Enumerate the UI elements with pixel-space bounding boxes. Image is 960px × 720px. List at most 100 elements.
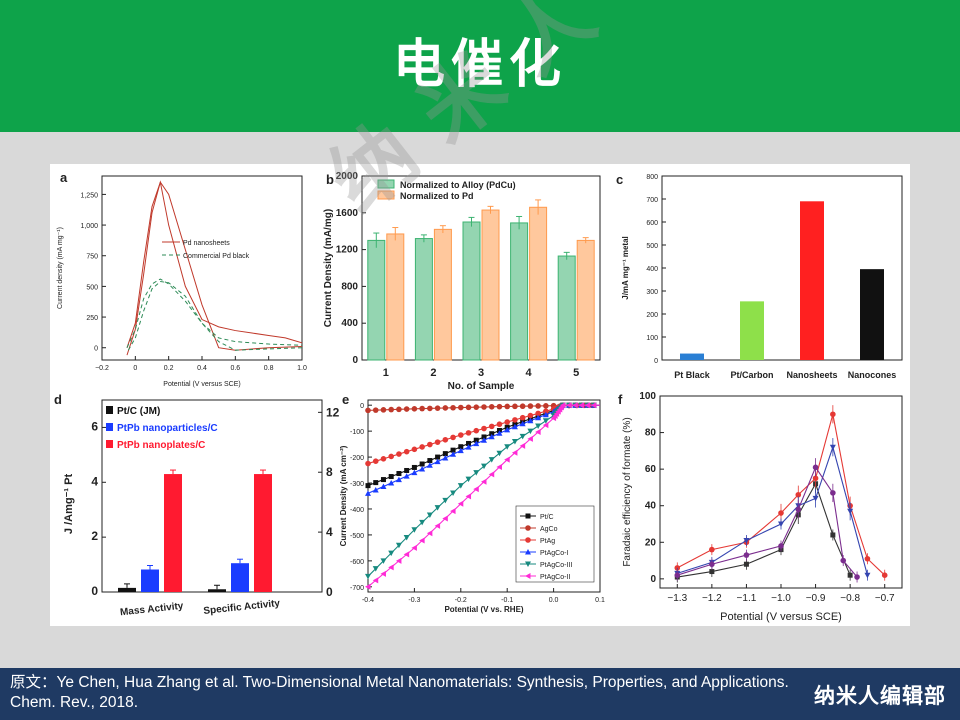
panel-e-marker (473, 404, 480, 410)
panel-e-marker (380, 407, 387, 413)
panel-e-xtick-label: -0.3 (408, 597, 420, 604)
panel-e-marker (481, 478, 487, 485)
panel-b-frame (361, 175, 601, 361)
panel-e-marker (365, 583, 371, 590)
panel-f-ylabel: Faradaic efficiency of formate (%) (622, 417, 633, 566)
panel-e-marker (365, 460, 371, 467)
panel-e-marker (519, 403, 526, 410)
panel-b-legend-swatch (377, 179, 395, 189)
panel-e-xtick-label: -0.1 (501, 597, 513, 604)
panel-a-ytick-label: 0 (94, 346, 98, 353)
panel-e-marker (466, 440, 472, 446)
panel-e-marker (380, 456, 387, 462)
panel-a-legend-label: Pd nanosheets (183, 240, 230, 247)
panel-a-curve (126, 180, 303, 356)
panel-e-marker (427, 405, 433, 412)
panel-c-ytick-label: 300 (646, 289, 658, 296)
panel-e-marker (481, 463, 487, 470)
panel-e-marker (511, 439, 518, 445)
panel-d-y2tick-label: 12 (326, 405, 340, 419)
panel-e-marker (542, 411, 549, 418)
panel-e-marker (590, 402, 597, 409)
panel-b-ytick-label: 800 (341, 281, 358, 292)
panel-b-xtick-label: 3 (478, 367, 484, 379)
panel-e-marker (434, 522, 441, 529)
panel-e-line (367, 404, 600, 487)
panel-e-marker (488, 471, 495, 478)
panel-d-y2tick-label: 0 (326, 585, 333, 599)
panel-e-marker (578, 402, 584, 409)
panel-d-y2tick-label: 8 (326, 465, 333, 479)
panel-b-bar (367, 239, 386, 361)
panel-e-marker (489, 431, 495, 437)
panel-e-marker (450, 451, 457, 457)
panel-e-marker (512, 417, 518, 423)
panel-b-bar (414, 238, 433, 361)
panel-d-ytick-label: 0 (91, 584, 98, 598)
panel-b-legend-label: Normalized to Alloy (PdCu) (400, 180, 516, 190)
panel-e-marker (584, 402, 591, 409)
panel-e-marker (403, 406, 410, 412)
panel-e-marker (365, 490, 371, 496)
panel-f-line (677, 414, 886, 576)
panel-e-legend-marker (525, 573, 531, 579)
panel-e-marker (450, 404, 456, 411)
panel-e-marker (488, 457, 495, 463)
panel-e-marker (488, 433, 495, 440)
panel-e-marker (434, 439, 441, 445)
panel-e-marker (403, 551, 410, 558)
panel-e-marker (442, 454, 449, 461)
panel-e-marker (372, 566, 379, 572)
panel-e-marker (380, 558, 387, 564)
panel-e-marker (504, 444, 511, 450)
panel-e-marker (535, 410, 541, 417)
panel-b-xlabel: No. of Sample (448, 381, 515, 392)
panel-e-letter: e (342, 392, 349, 407)
panel-e-legend-marker (525, 537, 531, 543)
panel-c-ytick-label: 0 (654, 358, 658, 365)
panel-e-marker (395, 476, 402, 483)
panel-e-marker (473, 440, 480, 447)
panel-f-xtick-label: −1.0 (771, 593, 791, 604)
panel-c-letter: c (616, 172, 623, 187)
panel-e-marker (450, 434, 456, 441)
panel-e-marker (465, 404, 472, 411)
panel-e-marker (488, 404, 495, 410)
panel-f-ytick-label: 40 (645, 501, 657, 512)
panel-e-legend-label: PtAgCo-II (540, 574, 570, 581)
panel-e-marker (566, 402, 572, 409)
panel-e-legend-marker (525, 525, 531, 531)
panel-f-ytick-label: 80 (645, 428, 657, 439)
panel-e-marker (559, 402, 566, 409)
panel-e-marker (419, 461, 425, 467)
panel-e-ytick-label: -100 (350, 429, 364, 436)
panel-e-marker (419, 444, 425, 450)
panel-f-line (677, 445, 868, 576)
panel-e-marker (481, 404, 487, 410)
panel-e-ytick-label: 0 (360, 403, 364, 410)
panel-c-bar (680, 353, 704, 360)
panel-d-y2tick-label: 4 (326, 525, 333, 539)
panel-b-bar (510, 222, 529, 361)
panel-e-marker (442, 515, 448, 522)
panel-b-ytick-label: 1600 (336, 208, 359, 219)
panel-e-marker (434, 458, 441, 465)
panel-b-bar (433, 228, 452, 361)
panel-e-marker (396, 406, 402, 413)
panel-a-xtick-label: 0.2 (164, 365, 174, 372)
panel-d-xtick-label: Mass Activity (120, 601, 185, 619)
panel-e-marker (388, 406, 395, 413)
panel-b-legend-swatch (377, 190, 395, 200)
panel-e-marker (426, 462, 433, 468)
panel-e-marker (465, 476, 472, 483)
panel-e-legend-label: AgCo (540, 526, 558, 533)
figure-panel: a 0 250 500 750 1,000 1,250 −0.2 0 0.2 0.4 0.6 0.8 1.… (50, 164, 910, 626)
panel-f-xtick-label: −1.1 (737, 593, 757, 604)
panel-e-xlabel: Potential (V vs. RHE) (444, 605, 523, 614)
panel-e-marker (411, 464, 417, 470)
panel-e-marker (527, 412, 534, 419)
panel-f-ytick-label: 100 (639, 391, 656, 402)
panel-e-marker (395, 542, 402, 549)
panel-e-marker (426, 530, 433, 537)
panel-c-ylabel: J/mA mg⁻¹ metal (621, 236, 630, 300)
